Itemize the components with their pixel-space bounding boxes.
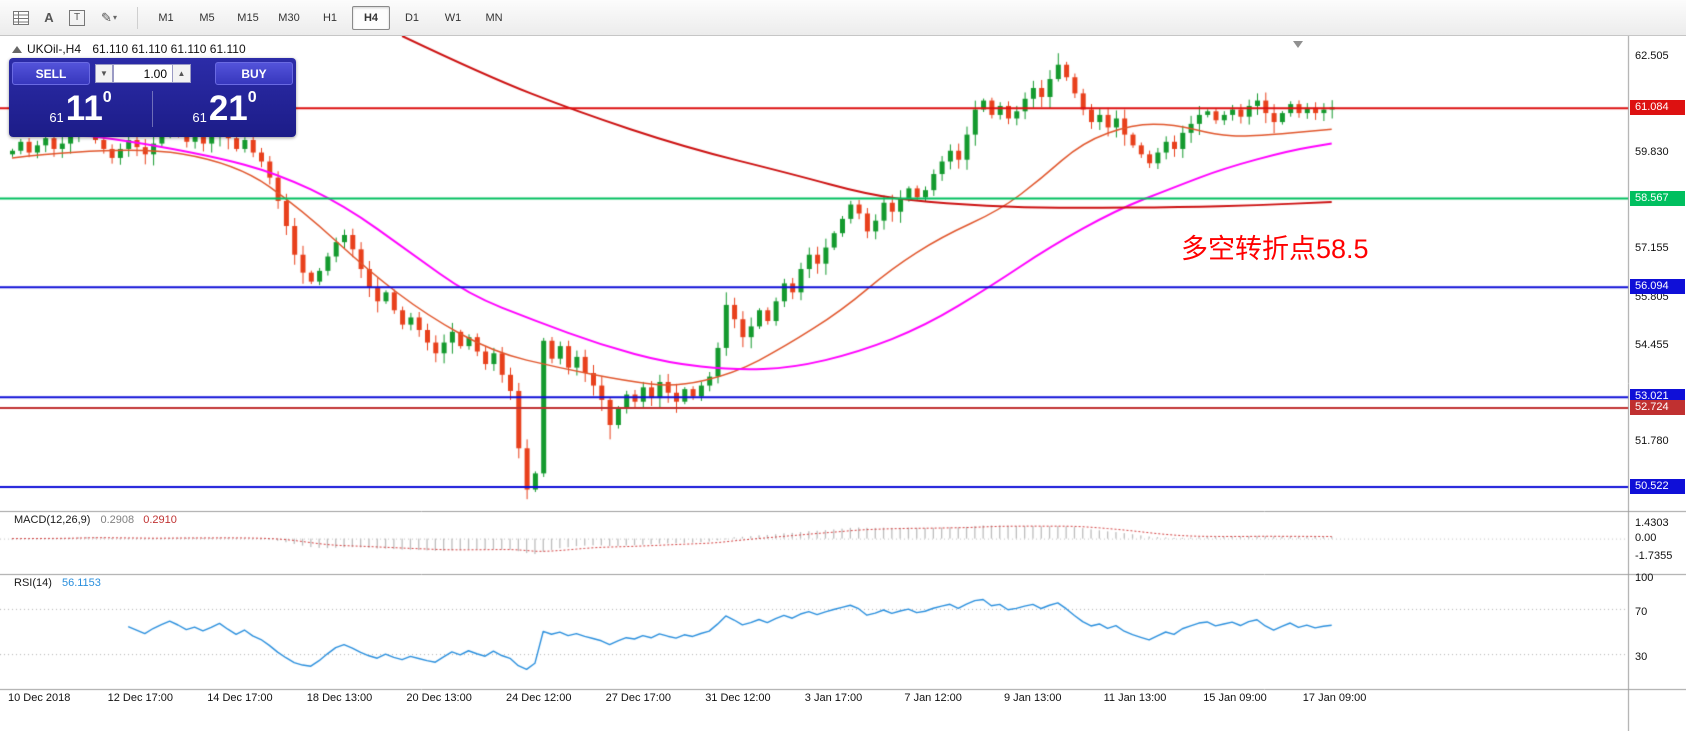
macd-name: MACD(12,26,9)	[14, 514, 91, 526]
pencil-icon: ✎	[101, 9, 112, 25]
chevron-down-icon: ▾	[112, 13, 117, 22]
price-axis-label: 57.155	[1635, 242, 1669, 255]
price-badge: 50.522	[1630, 478, 1685, 494]
text-tool-glyph: A	[44, 10, 54, 25]
macd-value-main: 0.2908	[100, 514, 135, 526]
price-axis-label: 51.780	[1635, 434, 1669, 447]
time-axis-label: 15 Jan 09:00	[1203, 692, 1267, 704]
rsi-axis-label: 70	[1635, 605, 1648, 618]
textbox-tool-icon[interactable]: T	[64, 6, 90, 30]
rsi-name: RSI(14)	[14, 577, 52, 589]
volume-increase-button[interactable]: ▲	[173, 64, 191, 83]
timeframe-mn[interactable]: MN	[485, 11, 503, 24]
price-axis-label: 54.455	[1635, 338, 1669, 351]
draw-tools-button[interactable]: ✎ ▾	[92, 6, 126, 30]
trade-panel-quotes: 61 11 0 61 21 0	[9, 86, 296, 132]
timeframe-h4[interactable]: H4	[352, 5, 390, 30]
macd-value-signal: 0.2910	[143, 514, 177, 526]
toolbar: A T ✎ ▾ M1 M5 M15 M30 H1 H4 D1 W1 MN	[0, 0, 1686, 36]
bid-prefix: 61	[49, 110, 64, 125]
time-axis-label: 14 Dec 17:00	[207, 692, 273, 704]
text-tool-icon[interactable]: A	[36, 6, 62, 30]
timeframe-h1[interactable]: H1	[322, 11, 338, 24]
time-axis-label: 7 Jan 12:00	[904, 692, 962, 704]
toolbar-separator	[137, 6, 138, 29]
time-axis-label: 18 Dec 13:00	[306, 692, 373, 704]
price-badge: 56.094	[1630, 279, 1685, 295]
time-axis-label: 27 Dec 17:00	[605, 692, 672, 704]
time-axis-label: 24 Dec 12:00	[506, 692, 572, 704]
volume-decrease-button[interactable]: ▼	[95, 64, 113, 83]
rsi-value: 56.1153	[61, 577, 101, 589]
time-axis-label: 20 Dec 13:00	[406, 692, 472, 704]
time-axis-label: 10 Dec 2018	[8, 692, 71, 704]
sell-button[interactable]: SELL	[12, 62, 90, 85]
timeframe-m1[interactable]: M1	[158, 11, 174, 24]
price-badge: 58.567	[1630, 190, 1685, 206]
time-axis-label: 17 Jan 09:00	[1302, 692, 1367, 704]
symbol-timeframe-label: UKOil-,H4	[27, 42, 82, 56]
grid-icon	[13, 10, 29, 25]
time-axis-label: 31 Dec 12:00	[705, 692, 771, 704]
one-click-trading-panel: SELL ▼ ▲ BUY 61 11 0 61 21 0	[9, 58, 296, 137]
trade-panel-controls: SELL ▼ ▲ BUY	[9, 58, 296, 85]
timeframe-w1[interactable]: W1	[444, 11, 462, 24]
time-axis[interactable]: 10 Dec 2018 12 Dec 17:00 14 Dec 17:00 18 De…	[0, 692, 1630, 708]
ask-big-digits: 21	[208, 89, 248, 128]
price-badge: 61.084	[1630, 100, 1685, 116]
time-axis-label: 9 Jan 13:00	[1004, 692, 1062, 704]
bid-sup-digit: 0	[102, 89, 112, 106]
timeframe-m30[interactable]: M30	[278, 11, 300, 24]
chart-shift-marker[interactable]	[1293, 41, 1303, 48]
chart-grid-icon[interactable]	[8, 6, 34, 30]
bid-quote[interactable]: 61 11 0	[9, 86, 152, 132]
time-axis-label: 11 Jan 13:00	[1103, 692, 1167, 704]
macd-axis-label: 0.00	[1635, 531, 1657, 544]
price-chart-canvas[interactable]	[0, 36, 1686, 731]
price-axis-label: 62.505	[1635, 50, 1669, 63]
ask-sup-digit: 0	[247, 89, 257, 106]
macd-label: MACD(12,26,9) 0.2908 0.2910	[14, 514, 177, 526]
bid-big-digits: 11	[65, 89, 103, 128]
timeframe-m15[interactable]: M15	[237, 11, 259, 24]
quote-divider	[152, 91, 153, 127]
rsi-axis-label: 100	[1635, 572, 1654, 584]
chart-annotation: 多空转折点58.5	[1181, 234, 1369, 264]
price-badge: 52.724	[1630, 400, 1685, 415]
macd-axis-label: -1.7355	[1635, 549, 1673, 562]
timeframe-m5[interactable]: M5	[199, 11, 215, 24]
price-axis-label: 59.830	[1635, 146, 1669, 159]
textbox-glyph: T	[69, 9, 85, 26]
rsi-axis-label: 30	[1635, 651, 1648, 664]
macd-axis-label: 1.4303	[1635, 516, 1669, 529]
buy-button[interactable]: BUY	[215, 62, 293, 85]
ask-quote[interactable]: 61 21 0	[153, 86, 296, 132]
volume-input[interactable]	[113, 64, 173, 83]
symbol-info: UKOil-,H4 61.110 61.110 61.110 61.110	[27, 42, 246, 56]
time-axis-label: 12 Dec 17:00	[107, 692, 174, 704]
timeframe-bar: M1 M5 M15 M30 H1 H4 D1 W1 MN	[147, 5, 516, 30]
timeframe-d1[interactable]: D1	[404, 11, 420, 24]
price-axis[interactable]: 62.505 59.830 57.155 55.805 54.455 51.780 61.0…	[1630, 0, 1686, 731]
ohlc-values: 61.110 61.110 61.110 61.110	[92, 42, 246, 56]
time-axis-label: 3 Jan 17:00	[804, 692, 863, 704]
panel-collapse-arrow[interactable]	[12, 46, 22, 53]
rsi-label: RSI(14) 56.1153	[14, 577, 101, 589]
ask-prefix: 61	[192, 110, 207, 125]
